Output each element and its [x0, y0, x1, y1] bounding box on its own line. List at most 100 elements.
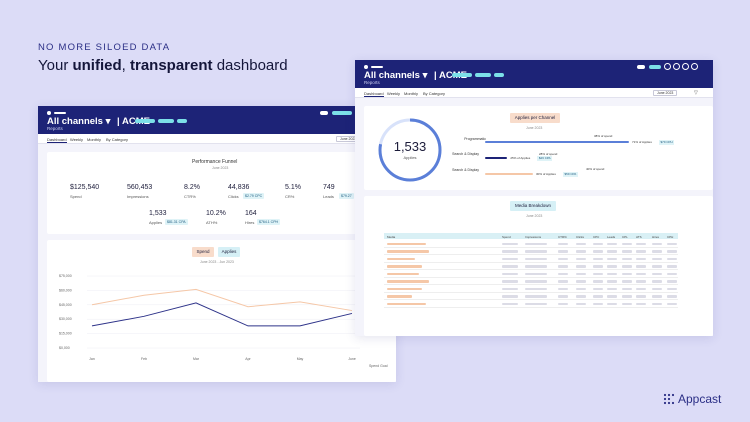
cell-placeholder — [525, 250, 547, 253]
series-line-applies — [91, 302, 353, 327]
placeholder-pill — [649, 65, 661, 69]
kpi-ctr: 8.2% — [184, 184, 200, 191]
column-header[interactable]: CPH — [667, 234, 674, 239]
column-header[interactable]: CPL — [622, 234, 628, 239]
legend-spend[interactable]: Spend — [192, 247, 214, 257]
cell-placeholder — [576, 280, 586, 283]
cell-placeholder — [558, 242, 568, 245]
column-header[interactable]: CPC — [593, 234, 600, 239]
tab-dashboard[interactable]: Dashboard — [364, 91, 384, 97]
cell-placeholder — [607, 302, 617, 305]
y-tick-label: $0,000 — [59, 346, 70, 350]
table-row[interactable] — [384, 285, 678, 293]
cell-placeholder — [636, 295, 646, 298]
applies-donut — [378, 118, 442, 182]
cell-placeholder — [667, 242, 677, 245]
table-row[interactable] — [384, 300, 678, 308]
cell-placeholder — [558, 302, 568, 305]
date-picker[interactable]: June 2023 — [653, 90, 678, 96]
cell-placeholder — [652, 250, 662, 253]
breadcrumb: Reports — [364, 80, 380, 85]
toggle-switch[interactable] — [637, 65, 645, 69]
avatar-icon[interactable] — [664, 63, 671, 70]
breadcrumb: Reports — [47, 126, 63, 131]
placeholder-pill — [135, 119, 155, 123]
toggle-switch[interactable] — [320, 111, 328, 115]
table-row[interactable] — [384, 278, 678, 285]
media-name-placeholder — [387, 287, 422, 290]
cell-placeholder — [622, 265, 632, 268]
cell-placeholder — [525, 242, 547, 245]
series-line-spend — [91, 288, 353, 312]
app-header: All channels ▾ | ACME Reports — [38, 106, 396, 134]
x-tick-label: Jan — [89, 357, 95, 361]
avatar-icon[interactable] — [673, 63, 680, 70]
cell-placeholder — [667, 272, 677, 275]
table-row[interactable] — [384, 263, 678, 270]
cell-placeholder — [593, 287, 603, 290]
column-header[interactable]: ATS — [636, 234, 642, 239]
column-header[interactable]: Clicks — [576, 234, 584, 239]
y-tick-label: $45,000 — [59, 303, 72, 307]
table-row[interactable] — [384, 240, 678, 248]
cell-placeholder — [576, 242, 586, 245]
kpi-hires: 164 — [245, 210, 257, 217]
avatar-icon[interactable] — [682, 63, 689, 70]
column-header[interactable]: Spend — [502, 234, 511, 239]
cell-placeholder — [622, 272, 632, 275]
donut-value: 1,533 — [393, 139, 427, 154]
cell-placeholder — [593, 265, 603, 268]
tab-weekly[interactable]: Weekly — [70, 137, 84, 142]
tab-monthly[interactable]: Monthly — [404, 91, 419, 96]
card-title: Media Breakdown — [510, 201, 556, 211]
cell-placeholder — [593, 257, 603, 260]
cell-placeholder — [576, 295, 586, 298]
chevron-down-icon: ▾ — [105, 116, 111, 127]
legend-applies[interactable]: Applies — [218, 247, 240, 257]
logo-dash — [371, 66, 383, 68]
tab-weekly[interactable]: Weekly — [387, 91, 401, 96]
card-date: June 2023 — [526, 126, 543, 130]
cpa-badge: $59 CPA — [563, 171, 578, 177]
cell-placeholder — [525, 272, 547, 275]
applies-per-channel-card: 1,533 Applies Applies per Channel June 2… — [364, 106, 713, 190]
media-name-placeholder — [387, 280, 429, 283]
y-tick-label: $30,000 — [59, 317, 72, 321]
table-row[interactable] — [384, 248, 678, 255]
cell-placeholder — [576, 302, 586, 305]
table-row[interactable] — [384, 270, 678, 278]
cell-placeholder — [576, 265, 586, 268]
column-header[interactable]: Leads — [607, 234, 616, 239]
placeholder-pill — [452, 73, 472, 77]
tab-by-category[interactable]: By Category — [106, 137, 129, 142]
tab-dashboard[interactable]: Dashboard — [47, 137, 67, 143]
x-tick-label: Apr — [245, 357, 251, 361]
filter-icon[interactable]: ▽ — [694, 90, 698, 96]
cell-placeholder — [607, 280, 617, 283]
cell-placeholder — [652, 265, 662, 268]
table-row[interactable] — [384, 293, 678, 300]
cph-badge: $764.1 CPH — [257, 219, 281, 225]
placeholder-pill — [158, 119, 174, 123]
cell-placeholder — [636, 280, 646, 283]
tab-monthly[interactable]: Monthly — [87, 137, 102, 142]
media-name-placeholder — [387, 302, 426, 305]
cell-placeholder — [558, 287, 568, 290]
column-header[interactable]: CTR% — [558, 234, 567, 239]
avatar-icon[interactable] — [691, 63, 698, 70]
tab-by-category[interactable]: By Category — [423, 91, 446, 96]
cell-placeholder — [636, 265, 646, 268]
column-header[interactable]: Hires — [652, 234, 660, 239]
table-row[interactable] — [384, 255, 678, 263]
channel-bar — [485, 157, 508, 159]
column-header[interactable]: Media — [387, 234, 396, 239]
cell-placeholder — [525, 257, 547, 260]
cell-placeholder — [667, 302, 677, 305]
column-header[interactable]: Impressions — [525, 234, 542, 239]
cell-placeholder — [558, 250, 568, 253]
dashboard-panel-right: All channels ▾ | ACME Reports Dashboard … — [355, 60, 713, 336]
cell-placeholder — [593, 242, 603, 245]
cell-placeholder — [558, 265, 568, 268]
kpi-clicks: 44,836 — [228, 184, 250, 191]
cell-placeholder — [652, 287, 662, 290]
